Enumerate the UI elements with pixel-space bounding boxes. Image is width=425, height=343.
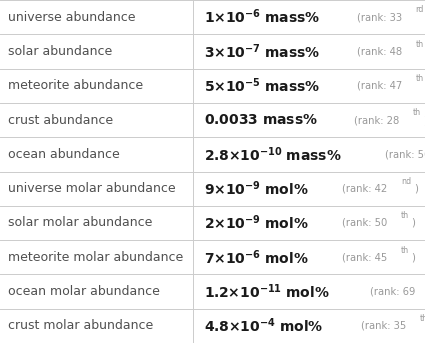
Text: meteorite molar abundance: meteorite molar abundance [8,251,184,264]
Text: (rank: 28: (rank: 28 [354,115,400,125]
Text: $\mathbf{4.8{\times}10^{-4}}$ $\mathbf{mol\%}$: $\mathbf{4.8{\times}10^{-4}}$ $\mathbf{m… [204,317,323,335]
Text: rd: rd [416,5,424,14]
Text: crust molar abundance: crust molar abundance [8,319,154,332]
Text: (rank: 42: (rank: 42 [343,184,388,194]
Text: th: th [401,211,409,220]
Text: $\mathbf{3{\times}10^{-7}}$ $\mathbf{mass\%}$: $\mathbf{3{\times}10^{-7}}$ $\mathbf{mas… [204,42,320,61]
Text: (rank: 45: (rank: 45 [343,252,388,262]
Text: (rank: 47: (rank: 47 [357,81,402,91]
Text: $\mathbf{7{\times}10^{-6}}$ $\mathbf{mol\%}$: $\mathbf{7{\times}10^{-6}}$ $\mathbf{mol… [204,248,309,267]
Text: solar molar abundance: solar molar abundance [8,216,153,229]
Text: $\mathbf{5{\times}10^{-5}}$ $\mathbf{mass\%}$: $\mathbf{5{\times}10^{-5}}$ $\mathbf{mas… [204,76,320,95]
Text: (rank: 33: (rank: 33 [357,12,402,22]
Text: solar abundance: solar abundance [8,45,113,58]
Text: meteorite abundance: meteorite abundance [8,79,144,92]
Text: universe molar abundance: universe molar abundance [8,182,176,195]
Text: (rank: 48: (rank: 48 [357,46,402,57]
Text: th: th [416,74,424,83]
Text: th: th [413,108,421,117]
Text: $\mathbf{1.2{\times}10^{-11}}$ $\mathbf{mol\%}$: $\mathbf{1.2{\times}10^{-11}}$ $\mathbf{… [204,282,330,301]
Text: $\mathbf{0.0033\ mass\%}$: $\mathbf{0.0033\ mass\%}$ [204,113,318,127]
Text: ): ) [414,184,418,194]
Text: ): ) [411,218,415,228]
Text: $\mathbf{2{\times}10^{-9}}$ $\mathbf{mol\%}$: $\mathbf{2{\times}10^{-9}}$ $\mathbf{mol… [204,214,309,232]
Text: th: th [401,246,409,255]
Text: ocean abundance: ocean abundance [8,148,120,161]
Text: crust abundance: crust abundance [8,114,113,127]
Text: ocean molar abundance: ocean molar abundance [8,285,160,298]
Text: $\mathbf{9{\times}10^{-9}}$ $\mathbf{mol\%}$: $\mathbf{9{\times}10^{-9}}$ $\mathbf{mol… [204,179,309,198]
Text: ): ) [423,115,425,125]
Text: universe abundance: universe abundance [8,11,136,24]
Text: (rank: 56: (rank: 56 [385,149,425,159]
Text: (rank: 69: (rank: 69 [370,286,415,297]
Text: th: th [420,314,425,323]
Text: $\mathbf{2.8{\times}10^{-10}}$ $\mathbf{mass\%}$: $\mathbf{2.8{\times}10^{-10}}$ $\mathbf{… [204,145,342,164]
Text: nd: nd [401,177,411,186]
Text: ): ) [411,252,415,262]
Text: (rank: 50: (rank: 50 [343,218,388,228]
Text: $\mathbf{1{\times}10^{-6}}$ $\mathbf{mass\%}$: $\mathbf{1{\times}10^{-6}}$ $\mathbf{mas… [204,8,320,26]
Text: (rank: 35: (rank: 35 [361,321,407,331]
Text: th: th [416,40,424,49]
